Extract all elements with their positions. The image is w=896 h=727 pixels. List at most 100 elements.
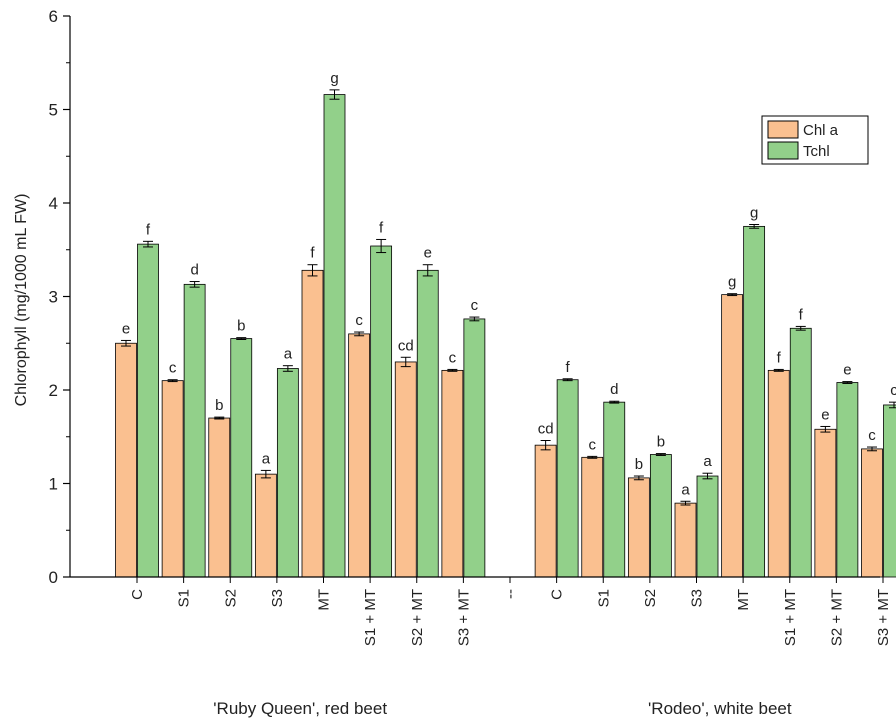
bar-tchl-9: [556, 379, 579, 578]
error-bars-layer: [121, 89, 896, 506]
significance-label: g: [330, 70, 338, 87]
significance-label: a: [284, 346, 293, 363]
significance-label: c: [355, 312, 363, 329]
error-bar-1-4: [329, 89, 340, 100]
significance-label: cd: [538, 420, 554, 437]
group-label-0: 'Ruby Queen', red beet: [213, 699, 387, 718]
significance-label: a: [262, 450, 271, 467]
significance-label: c: [471, 297, 479, 314]
error-bar-0-0: [121, 339, 131, 347]
bar-tchl-2: [230, 338, 253, 578]
x-category-label: S3 + MT: [875, 589, 892, 646]
legend: Chl a Tchl: [761, 115, 869, 165]
y-axis-title: Chlorophyll (mg/1000 mL FW): [13, 194, 30, 407]
x-category-label: S3: [689, 589, 706, 607]
x-category-label: MT: [735, 589, 752, 611]
bar-chl-a-4: [301, 269, 324, 578]
x-category-label: S2: [642, 589, 659, 607]
bar-tchl-5: [370, 245, 393, 578]
bars-layer: [115, 94, 896, 578]
significance-label: g: [728, 274, 736, 291]
significance-label: f: [310, 245, 315, 262]
error-bar-0-2: [214, 416, 225, 420]
bar-tchl-3: [276, 368, 299, 578]
bar-tchl-15: [836, 382, 859, 578]
error-bar-1-2: [236, 337, 247, 341]
significance-label: e: [122, 320, 130, 337]
legend-swatch-chl-a: [767, 120, 799, 139]
error-bar-0-7: [447, 368, 458, 372]
error-bar-1-7: [469, 316, 480, 322]
error-bar-1-5: [376, 238, 387, 254]
error-bar-1-15: [842, 381, 853, 384]
error-bar-1-3: [282, 365, 293, 372]
error-bar-0-15: [820, 425, 831, 433]
significance-label: b: [657, 434, 665, 451]
significance-label: c: [589, 436, 597, 453]
x-category-label: --: [502, 589, 519, 599]
error-bar-1-16: [889, 401, 896, 409]
bar-chl-a-3: [254, 473, 277, 578]
error-bar-1-14: [795, 325, 806, 331]
x-category-label: S3: [269, 589, 286, 607]
significance-label: b: [215, 397, 223, 414]
axes-layer: 0 1 2 3 4 5 6 C S1 S2 S3 MT S1 + MT S2 + MT S3 + MT -- C…: [49, 7, 892, 646]
bar-chl-a-2: [208, 417, 231, 578]
y-tick-label: 3: [49, 288, 58, 307]
bar-chl-a-1: [161, 380, 184, 578]
significance-label: c: [169, 360, 177, 377]
bar-chl-a-16: [861, 448, 883, 578]
bar-tchl-4: [323, 94, 346, 578]
bar-chl-a-15: [814, 428, 837, 578]
bar-chl-a-7: [441, 369, 464, 578]
significance-label: f: [146, 221, 151, 238]
significance-label: f: [777, 349, 782, 366]
bar-chl-a-0: [115, 342, 137, 578]
bar-chl-a-6: [394, 361, 417, 578]
x-category-label: S3 + MT: [455, 589, 472, 646]
significance-label: a: [681, 481, 690, 498]
legend-label-tchl: Tchl: [803, 143, 830, 160]
significance-label: b: [635, 456, 643, 473]
significance-label: f: [379, 219, 384, 236]
bar-chl-a-10: [581, 456, 604, 578]
x-category-label: S1: [176, 589, 193, 607]
bar-chl-a-12: [674, 502, 697, 578]
x-category-label: C: [129, 589, 146, 600]
error-bar-0-3: [260, 469, 271, 479]
significance-labels-layer: e c b a f c cd c cd c b a g f e c f d b a g f e c f d b a g f e c: [122, 70, 896, 498]
bar-chl-a-14: [767, 369, 790, 578]
bar-chl-a-5: [348, 333, 371, 578]
x-category-label: S2: [222, 589, 239, 607]
bar-tchl-11: [649, 454, 672, 578]
significance-label: d: [610, 381, 618, 398]
bar-tchl-10: [603, 401, 626, 578]
bar-chl-a-9: [534, 444, 557, 578]
significance-label: g: [750, 205, 758, 222]
bar-tchl-6: [416, 269, 439, 578]
error-bar-1-9: [562, 378, 573, 382]
legend-label-chl-a: Chl a: [803, 122, 839, 139]
group-labels: 'Ruby Queen', red beet 'Rodeo', white bee…: [213, 699, 792, 718]
error-bar-0-12: [680, 500, 691, 506]
bar-tchl-1: [183, 283, 206, 578]
y-tick-label: 0: [49, 568, 58, 587]
bar-tchl-14: [789, 327, 812, 578]
error-bar-1-10: [609, 400, 620, 404]
significance-label: f: [566, 359, 571, 376]
error-bar-1-13: [749, 224, 760, 229]
significance-label: d: [190, 262, 198, 279]
significance-label: b: [237, 318, 245, 335]
significance-label: e: [424, 245, 432, 262]
x-category-label: S2 + MT: [409, 589, 426, 646]
legend-swatch-tchl: [767, 141, 799, 160]
error-bar-0-10: [587, 455, 598, 459]
x-category-label: S1 + MT: [782, 589, 799, 646]
y-tick-label: 6: [49, 7, 58, 26]
error-bar-1-0: [143, 240, 153, 248]
error-bar-1-12: [702, 472, 713, 480]
error-bar-1-6: [422, 264, 433, 277]
y-tick-label: 1: [49, 475, 58, 494]
x-category-label: C: [549, 589, 566, 600]
